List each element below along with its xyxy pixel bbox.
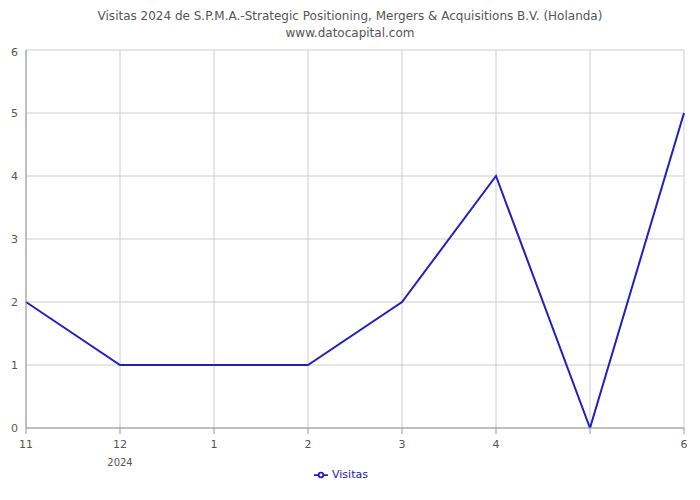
svg-text:2: 2 [11,296,18,309]
html-text:Visitas: Visitas [332,468,368,481]
svg-text:2: 2 [305,438,312,451]
svg-text:2024: 2024 [107,457,132,468]
html-text:Visitas 2024 de S.P.M.A.-Strat: Visitas 2024 de S.P.M.A.-Strategic Posit… [97,9,603,40]
svg-text:5: 5 [11,107,18,120]
svg-text:3: 3 [11,233,18,246]
svg-text:6: 6 [681,438,688,451]
svg-text:1: 1 [11,359,18,372]
svg-text:1: 1 [211,438,218,451]
svg-text:3: 3 [399,438,406,451]
svg-text:0: 0 [11,422,18,435]
svg-text:12: 12 [113,438,127,451]
svg-text:6: 6 [11,46,18,59]
svg-text:11: 11 [19,438,33,451]
svg-text:4: 4 [11,170,18,183]
svg-text:4: 4 [493,438,500,451]
